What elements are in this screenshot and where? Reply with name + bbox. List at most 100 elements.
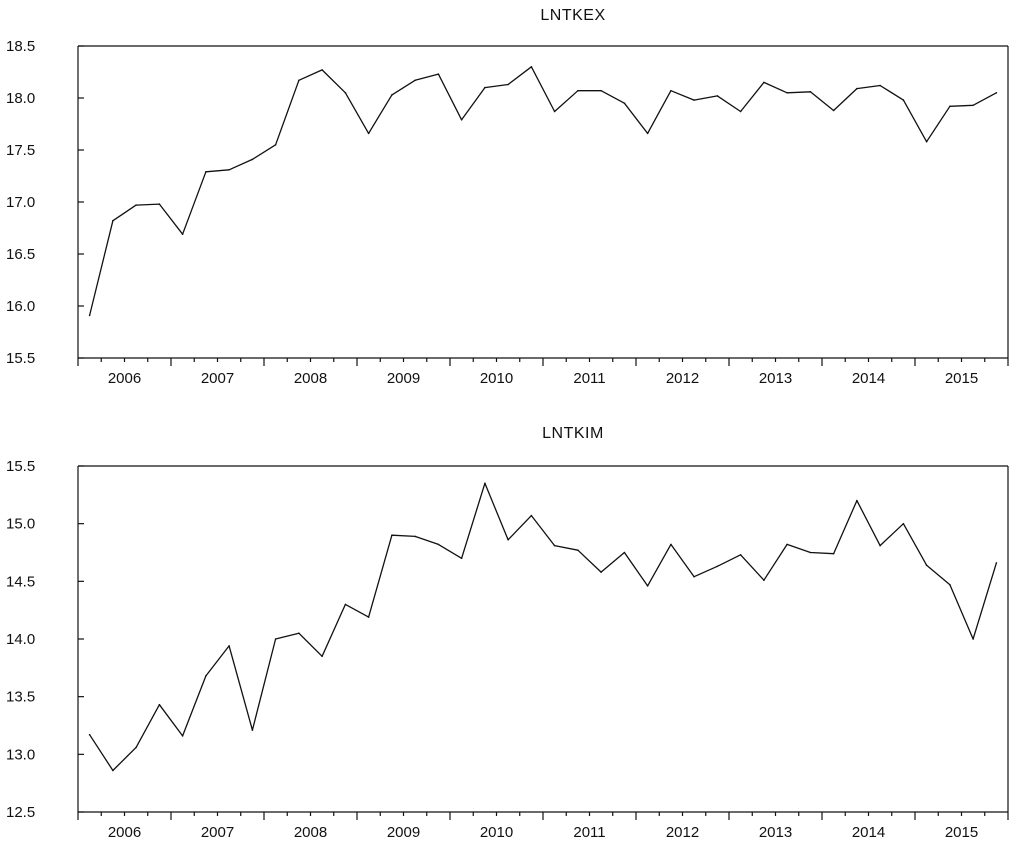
- data-point: [321, 69, 323, 71]
- chart-panel-lntkex: LNTKEX 15.5 16.0 16.5 17.0 17.5 18.0 18.5 2006 20…: [6, 7, 1009, 387]
- data-point: [460, 557, 463, 560]
- y-tick-label: 16.0: [6, 298, 35, 315]
- data-point: [832, 552, 835, 555]
- data-point: [600, 571, 602, 573]
- data-point: [739, 554, 742, 556]
- y-tick-label: 14.5: [6, 573, 35, 590]
- data-point: [228, 645, 230, 647]
- y-tick-label: 15.5: [6, 350, 35, 367]
- y-tick-label: 15.5: [6, 458, 35, 475]
- chart-title: LNTKEX: [540, 7, 605, 24]
- x-tick-label: 2011: [573, 824, 605, 841]
- data-point: [949, 584, 951, 586]
- data-point: [856, 87, 858, 90]
- data-point: [902, 99, 905, 101]
- data-point: [158, 703, 161, 706]
- data-point: [809, 551, 812, 554]
- y-tick-label: 18.0: [6, 90, 35, 107]
- data-point: [507, 83, 509, 86]
- x-tick-label: 2007: [201, 824, 234, 841]
- data-point: [553, 544, 556, 547]
- data-point: [367, 132, 370, 135]
- data-point: [437, 543, 440, 546]
- data-point: [414, 79, 416, 82]
- data-point: [902, 522, 905, 525]
- data-point: [530, 514, 533, 517]
- y-tick-label: 18.5: [6, 38, 35, 55]
- data-point: [972, 638, 974, 640]
- data-point: [786, 92, 788, 94]
- data-point: [670, 89, 672, 92]
- x-tick-label: 2006: [108, 370, 141, 387]
- data-point: [600, 89, 602, 92]
- data-point: [832, 109, 835, 112]
- data-point: [88, 314, 91, 317]
- data-point: [786, 543, 788, 546]
- data-point: [344, 603, 347, 606]
- x-tick-label: 2008: [294, 370, 327, 387]
- data-point: [414, 535, 416, 538]
- data-point: [693, 575, 695, 578]
- x-tick-label: 2012: [666, 824, 699, 841]
- data-point: [158, 203, 161, 205]
- x-tick-label: 2009: [387, 824, 420, 841]
- data-point: [623, 102, 626, 104]
- data-point: [623, 551, 626, 554]
- data-point: [112, 769, 114, 772]
- x-tick-label: 2015: [945, 824, 978, 841]
- y-tick-label: 15.0: [6, 516, 35, 533]
- data-point: [484, 482, 486, 485]
- data-point: [670, 543, 672, 546]
- data-point: [88, 733, 91, 736]
- y-tick-label: 17.5: [6, 142, 35, 159]
- y-tick-label: 13.5: [6, 689, 35, 706]
- data-point: [646, 132, 649, 135]
- data-point: [646, 585, 649, 587]
- x-tick-label: 2006: [108, 824, 141, 841]
- data-point: [716, 565, 719, 568]
- x-tick-label: 2010: [480, 370, 513, 387]
- data-point: [763, 579, 765, 581]
- x-tick-label: 2015: [945, 370, 978, 387]
- data-point: [809, 91, 812, 93]
- data-point: [135, 204, 137, 206]
- data-point: [251, 729, 254, 731]
- data-point: [298, 632, 300, 634]
- data-point: [437, 73, 440, 75]
- x-tick-label: 2013: [759, 824, 792, 841]
- data-point: [879, 544, 881, 547]
- chart-title: LNTKIM: [542, 425, 604, 442]
- data-point: [484, 86, 486, 89]
- data-point: [228, 169, 230, 171]
- y-tick-label: 17.0: [6, 194, 35, 211]
- data-point: [693, 99, 695, 101]
- x-tick-label: 2008: [294, 824, 327, 841]
- data-point: [530, 66, 533, 68]
- data-point: [879, 84, 881, 87]
- data-point: [274, 144, 277, 146]
- data-point: [716, 95, 719, 97]
- y-tick-label: 14.0: [6, 631, 35, 648]
- data-point: [391, 94, 393, 96]
- data-point: [763, 81, 765, 84]
- data-point: [205, 171, 207, 173]
- x-tick-label: 2009: [387, 370, 420, 387]
- series-line-lntkex: [88, 66, 997, 316]
- x-tick-label: 2014: [852, 824, 885, 841]
- x-tick-label: 2011: [573, 370, 605, 387]
- data-point: [460, 119, 463, 121]
- data-point: [739, 110, 742, 113]
- y-tick-label: 13.0: [6, 746, 35, 763]
- data-point: [135, 746, 137, 749]
- data-point: [298, 79, 300, 82]
- x-tick-label: 2014: [852, 370, 885, 387]
- data-point: [553, 110, 556, 113]
- series-line-lntkim: [89, 482, 998, 772]
- data-point: [995, 562, 998, 564]
- data-point: [251, 158, 254, 161]
- data-point: [925, 140, 928, 143]
- y-tick-label: 12.5: [6, 804, 35, 821]
- x-tick-label: 2013: [759, 370, 792, 387]
- data-point: [856, 499, 858, 502]
- data-point: [112, 219, 114, 222]
